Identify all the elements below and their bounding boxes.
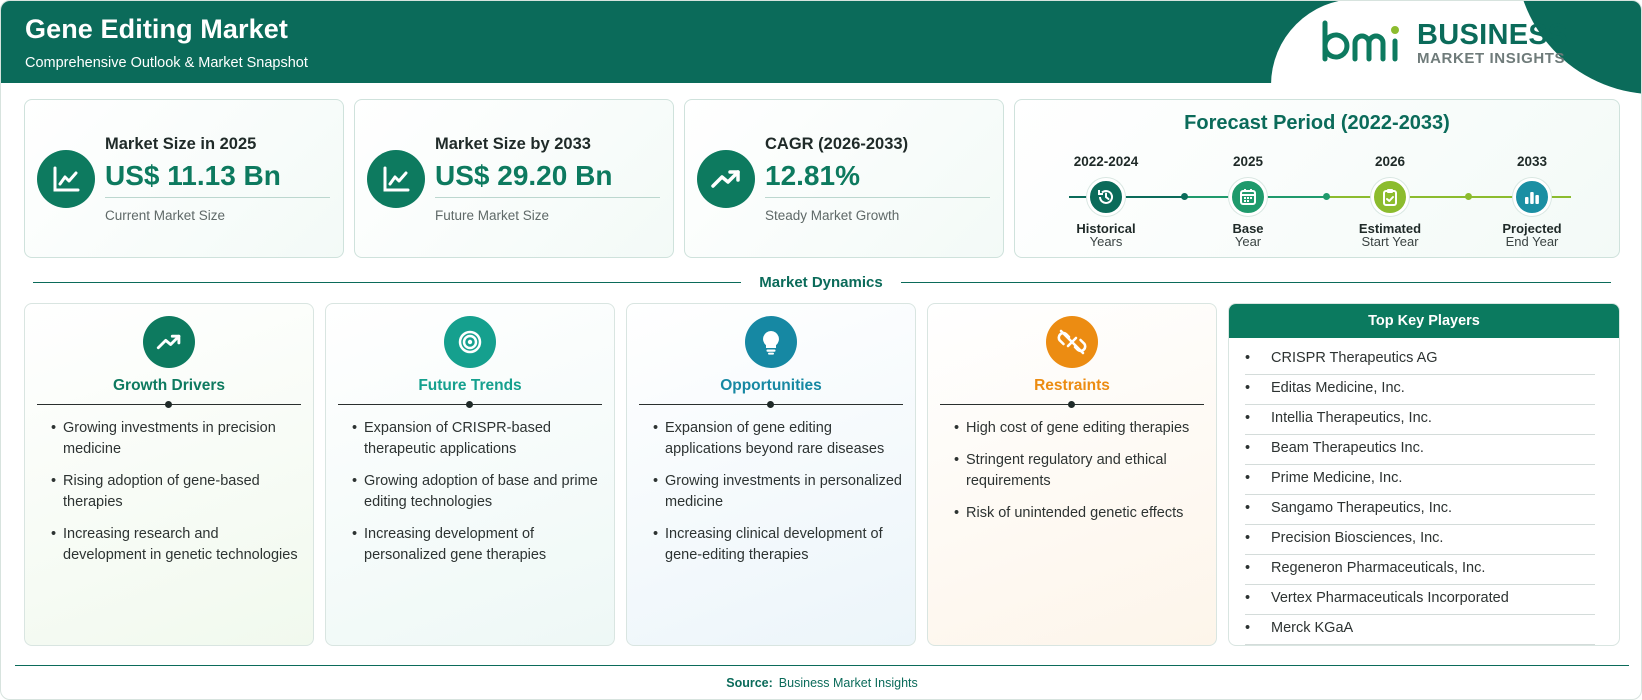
target-icon xyxy=(444,316,496,368)
list-item: Vertex Pharmaceuticals Incorporated xyxy=(1245,585,1595,615)
source-line: Source: Business Market Insights xyxy=(1,676,1641,690)
timeline-caption-sub: Start Year xyxy=(1361,234,1419,249)
timeline-year: 2022-2024 xyxy=(1073,154,1139,169)
stat-value: 12.81% xyxy=(765,160,860,191)
column-rule-dot xyxy=(165,401,172,408)
bar-chart-icon xyxy=(1513,178,1551,216)
page-title: Gene Editing Market xyxy=(25,14,288,44)
timeline-caption: Projected xyxy=(1502,221,1562,236)
trending-up-icon xyxy=(697,150,755,208)
list-item: Sangamo Therapeutics, Inc. xyxy=(1245,495,1595,525)
restraints-column: Restraints High cost of gene editing the… xyxy=(927,303,1217,646)
timeline-year: 2026 xyxy=(1374,154,1406,169)
column-rule-dot xyxy=(1068,401,1075,408)
list-item: Growing investments in personalized medi… xyxy=(653,471,907,513)
column-rule-dot xyxy=(767,401,774,408)
list-item: Rising adoption of gene-based therapies xyxy=(51,471,305,513)
list-item: Risk of unintended genetic effects xyxy=(954,503,1208,524)
lightbulb-icon xyxy=(745,316,797,368)
growth-drivers-column: Growth Drivers Growing investments in pr… xyxy=(24,303,314,646)
stat-value: US$ 29.20 Bn xyxy=(435,160,613,191)
timeline-year: 2033 xyxy=(1516,154,1548,169)
section-title: Market Dynamics xyxy=(759,274,883,291)
future-trends-column: Future Trends Expansion of CRISPR-based … xyxy=(325,303,615,646)
timeline-caption: Base xyxy=(1232,221,1264,236)
timeline-caption-sub: Year xyxy=(1234,234,1262,249)
timeline-year: 2025 xyxy=(1232,154,1264,169)
list-item: Editas Medicine, Inc. xyxy=(1245,375,1595,405)
stat-divider xyxy=(765,197,990,198)
list-item: Increasing clinical development of gene-… xyxy=(653,524,907,566)
list-item: Expansion of gene editing applications b… xyxy=(653,418,907,460)
column-rule-dot xyxy=(466,401,473,408)
list-item: Regeneron Pharmaceuticals, Inc. xyxy=(1245,555,1595,585)
stat-caption: Current Market Size xyxy=(105,208,226,223)
list-item: Growing adoption of base and prime editi… xyxy=(352,471,606,513)
stat-card-market-size-2025: Market Size in 2025 US$ 11.13 Bn Current… xyxy=(24,99,344,258)
stat-divider xyxy=(435,197,660,198)
timeline-segment xyxy=(1069,196,1187,198)
list-item: Stringent regulatory and ethical require… xyxy=(954,450,1208,492)
calendar-icon xyxy=(1229,178,1267,216)
history-icon xyxy=(1087,178,1125,216)
key-players-list: CRISPR Therapeutics AG Editas Medicine, … xyxy=(1245,345,1595,645)
stat-divider xyxy=(105,197,330,198)
stat-label: CAGR (2026-2033) xyxy=(765,135,909,153)
column-title: Restraints xyxy=(1034,377,1110,394)
list-item: Increasing research and development in g… xyxy=(51,524,305,566)
list-item: Beam Therapeutics Inc. xyxy=(1245,435,1595,465)
forecast-card: Forecast Period (2022-2033) 2022-2024 Hi… xyxy=(1014,99,1620,258)
list-item: Intellia Therapeutics, Inc. xyxy=(1245,405,1595,435)
stat-label: Market Size by 2033 xyxy=(435,135,591,153)
bmi-logo-icon xyxy=(1319,19,1405,67)
list-item: Expansion of CRISPR-based therapeutic ap… xyxy=(352,418,606,460)
list-item: CRISPR Therapeutics AG xyxy=(1245,345,1595,375)
stat-caption: Steady Market Growth xyxy=(765,208,900,223)
trending-up-icon xyxy=(143,316,195,368)
list-item: Prime Medicine, Inc. xyxy=(1245,465,1595,495)
line-chart-icon xyxy=(367,150,425,208)
column-title: Future Trends xyxy=(418,377,522,394)
timeline-caption-sub: Years xyxy=(1089,234,1123,249)
list-item: High cost of gene editing therapies xyxy=(954,418,1208,439)
section-divider xyxy=(901,282,1611,283)
stat-value: US$ 11.13 Bn xyxy=(105,160,281,191)
line-chart-icon xyxy=(37,150,95,208)
timeline-caption: Estimated xyxy=(1358,221,1422,236)
timeline-dot xyxy=(1181,193,1188,200)
list-item: Precision Biosciences, Inc. xyxy=(1245,525,1595,555)
source-label: Source: xyxy=(726,676,773,690)
section-divider xyxy=(33,282,741,283)
logo-text-market-insights: MARKET INSIGHTS xyxy=(1417,50,1566,67)
opportunities-list: Expansion of gene editing applications b… xyxy=(653,418,907,577)
timeline-dot xyxy=(1465,193,1472,200)
stat-caption: Future Market Size xyxy=(435,208,550,223)
restraints-list: High cost of gene editing therapies Stri… xyxy=(954,418,1208,535)
stat-label: Market Size in 2025 xyxy=(105,135,257,153)
clipboard-check-icon xyxy=(1371,178,1409,216)
key-players-title: Top Key Players xyxy=(1229,304,1619,338)
timeline-caption: Historical xyxy=(1076,221,1136,236)
list-item: Growing investments in precision medicin… xyxy=(51,418,305,460)
list-item: Merck KGaA xyxy=(1245,615,1595,645)
opportunities-column: Opportunities Expansion of gene editing … xyxy=(626,303,916,646)
source-value: Business Market Insights xyxy=(778,676,918,690)
timeline-dot xyxy=(1323,193,1330,200)
list-item: Increasing development of personalized g… xyxy=(352,524,606,566)
stat-card-cagr: CAGR (2026-2033) 12.81% Steady Market Gr… xyxy=(684,99,1004,258)
key-players-panel: Top Key Players CRISPR Therapeutics AG E… xyxy=(1228,303,1620,646)
growth-drivers-list: Growing investments in precision medicin… xyxy=(51,418,305,577)
page-subtitle: Comprehensive Outlook & Market Snapshot xyxy=(25,55,308,71)
column-title: Opportunities xyxy=(720,377,822,394)
footer-divider xyxy=(15,665,1629,666)
future-trends-list: Expansion of CRISPR-based therapeutic ap… xyxy=(352,418,606,577)
broken-link-icon xyxy=(1046,316,1098,368)
logo-text-business: BUSINESS xyxy=(1417,19,1568,51)
forecast-title: Forecast Period (2022-2033) xyxy=(1184,112,1450,134)
stat-card-market-size-2033: Market Size by 2033 US$ 29.20 Bn Future … xyxy=(354,99,674,258)
column-title: Growth Drivers xyxy=(113,377,225,394)
timeline-caption-sub: End Year xyxy=(1505,234,1559,249)
